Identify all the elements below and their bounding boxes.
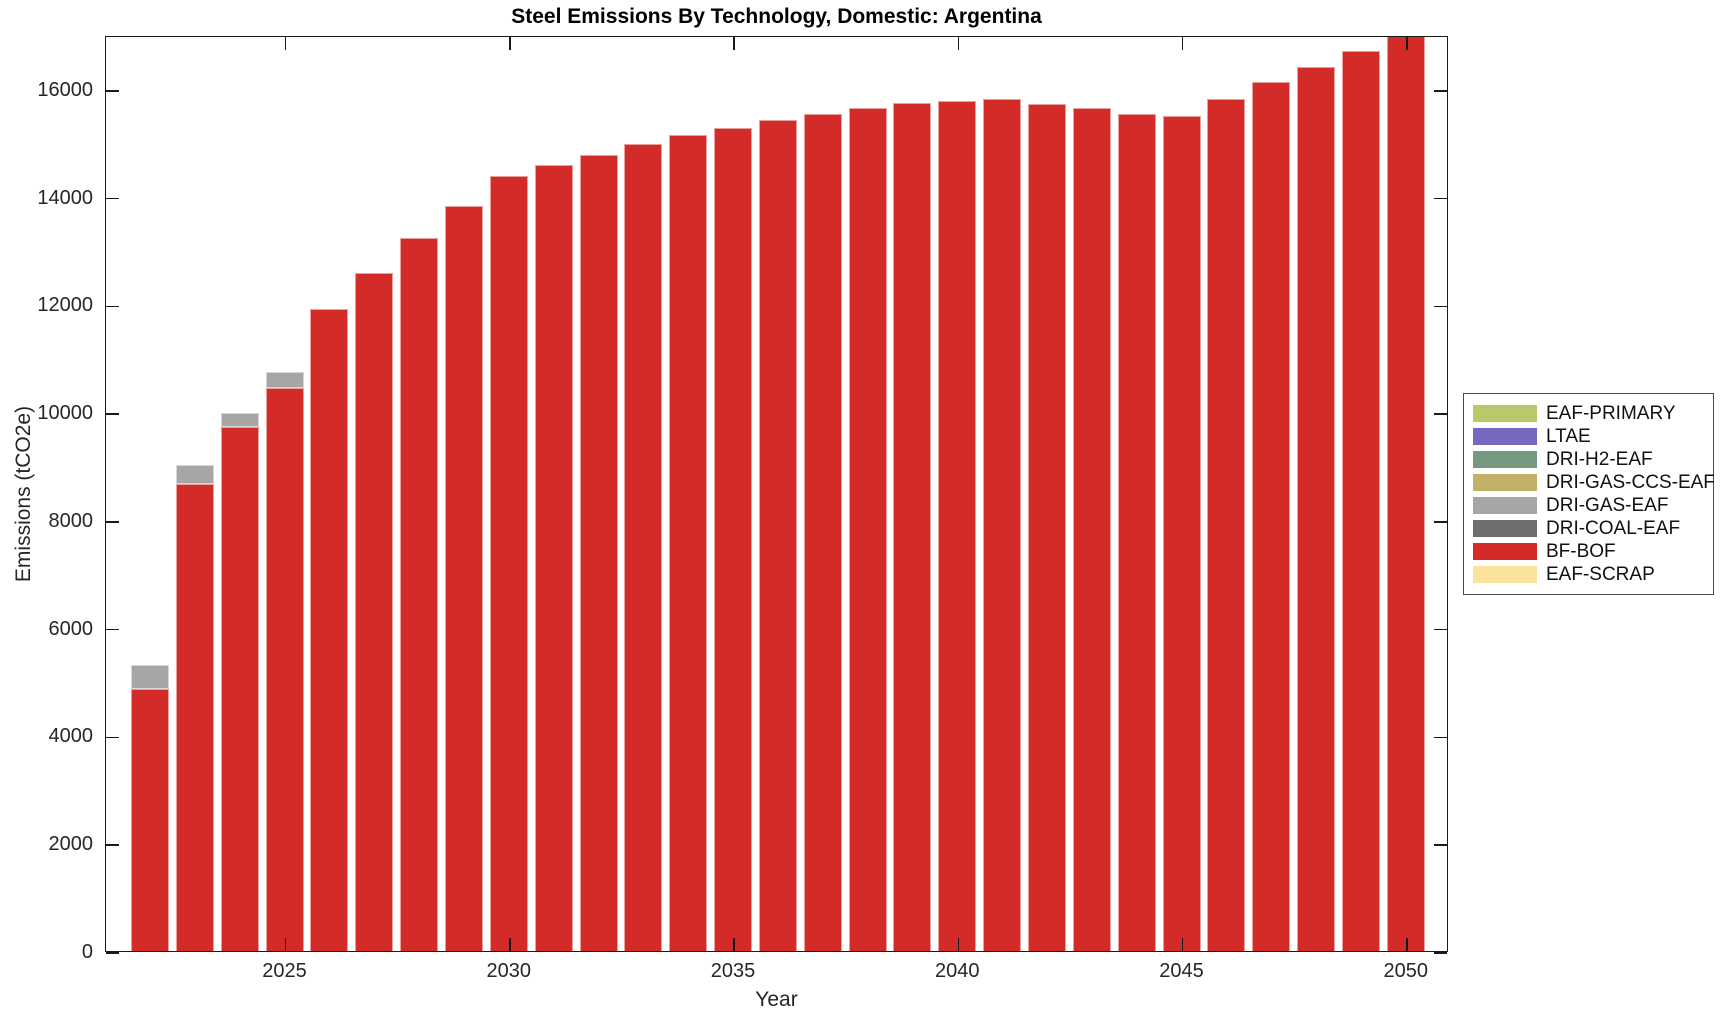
bar-segment-2039-BF-BOF [893, 103, 932, 952]
legend: EAF-PRIMARY LTAE DRI-H2-EAF DRI-GAS-CCS-EAF… [1463, 393, 1715, 595]
bar-segment-2042-BF-BOF [1028, 104, 1066, 952]
x-tick-label: 2030 [486, 960, 532, 982]
bar-segment-2050-BF-BOF [1386, 36, 1425, 952]
x-tick-label: 2050 [1383, 960, 1429, 982]
y-tick-label: 12000 [37, 294, 93, 317]
legend-swatch-DRI-GAS-EAF [1473, 497, 1537, 514]
bar-segment-2025-BF-BOF [265, 388, 304, 952]
bar-segment-2038-BF-BOF [848, 108, 887, 952]
x-tick-label: 2045 [1159, 960, 1204, 982]
legend-item-BF-BOF: BF-BOF [1473, 540, 1709, 563]
legend-swatch-LTAE [1473, 428, 1537, 445]
y-tick-label: 10000 [37, 402, 93, 425]
legend-swatch-BF-BOF [1473, 543, 1537, 560]
y-tick-label: 8000 [48, 509, 94, 532]
x-tick-label: 2040 [935, 960, 980, 982]
y-tick-label: 14000 [37, 186, 93, 209]
legend-label: LTAE [1546, 425, 1591, 447]
bar-segment-2024-DRI-GAS-EAF [220, 413, 259, 427]
bar-segment-2030-BF-BOF [489, 176, 528, 952]
y-tick-label: 2000 [48, 833, 94, 856]
x-tick-label: 2025 [262, 960, 307, 982]
y-tick-label: 16000 [37, 78, 93, 101]
legend-item-DRI-COAL-EAF: DRI-COAL-EAF [1473, 517, 1709, 540]
bar-segment-2032-BF-BOF [579, 155, 618, 952]
bar-segment-2022-DRI-GAS-EAF [131, 665, 169, 689]
bar-segment-2024-BF-BOF [220, 427, 259, 952]
bar-segment-2023-BF-BOF [175, 484, 214, 952]
bar-segment-2026-BF-BOF [310, 309, 349, 952]
bar-segment-2049-BF-BOF [1341, 51, 1380, 952]
legend-label: DRI-COAL-EAF [1546, 517, 1681, 539]
x-axis-label: Year [755, 988, 798, 1011]
y-axis-label: Emissions (tCO2e) [12, 405, 35, 583]
bar-segment-2046-BF-BOF [1207, 99, 1246, 952]
bar-segment-2023-DRI-GAS-EAF [175, 465, 214, 484]
y-tick-mark [106, 952, 119, 954]
bar-segment-2022-BF-BOF [131, 689, 169, 952]
bar-segment-2043-BF-BOF [1072, 108, 1111, 952]
legend-label: BF-BOF [1546, 540, 1616, 562]
legend-swatch-EAF-SCRAP [1473, 566, 1537, 583]
bar-segment-2045-BF-BOF [1162, 116, 1201, 952]
bar-segment-2031-BF-BOF [534, 165, 573, 952]
legend-label: EAF-PRIMARY [1546, 402, 1676, 424]
chart-title: Steel Emissions By Technology, Domestic:… [511, 5, 1042, 28]
bar-segment-2036-BF-BOF [758, 120, 797, 952]
x-tick-label: 2035 [710, 960, 756, 982]
legend-swatch-DRI-H2-EAF [1473, 451, 1537, 468]
bar-segment-2044-BF-BOF [1117, 114, 1156, 952]
bar-segment-2035-BF-BOF [714, 128, 753, 952]
legend-swatch-DRI-COAL-EAF [1473, 520, 1537, 537]
legend-item-DRI-H2-EAF: DRI-H2-EAF [1473, 448, 1709, 471]
legend-item-EAF-SCRAP: EAF-SCRAP [1473, 563, 1709, 586]
bar-segment-2041-BF-BOF [983, 99, 1022, 952]
bar-segment-2033-BF-BOF [624, 144, 663, 952]
y-tick-mark [1434, 952, 1447, 954]
bar-segment-2027-BF-BOF [355, 273, 394, 952]
legend-item-DRI-GAS-CCS-EAF: DRI-GAS-CCS-EAF [1473, 471, 1715, 494]
y-tick-label: 6000 [48, 617, 94, 640]
bar-segment-2025-DRI-GAS-EAF [265, 372, 304, 388]
legend-item-EAF-PRIMARY: EAF-PRIMARY [1473, 402, 1709, 425]
legend-label: DRI-GAS-CCS-EAF [1546, 471, 1715, 493]
legend-item-LTAE: LTAE [1473, 425, 1709, 448]
bar-segment-2037-BF-BOF [803, 114, 842, 952]
legend-label: DRI-H2-EAF [1546, 448, 1653, 470]
y-tick-label: 0 [81, 941, 93, 963]
bar-segment-2040-BF-BOF [938, 101, 977, 952]
y-tick-label: 4000 [48, 725, 94, 748]
bar-segment-2029-BF-BOF [444, 206, 483, 952]
bar-segment-2034-BF-BOF [669, 135, 708, 952]
plot-area [105, 36, 1448, 952]
bar-segment-2047-BF-BOF [1252, 82, 1291, 952]
legend-label: DRI-GAS-EAF [1546, 494, 1669, 516]
legend-label: EAF-SCRAP [1546, 563, 1655, 585]
legend-item-DRI-GAS-EAF: DRI-GAS-EAF [1473, 494, 1709, 517]
legend-swatch-EAF-PRIMARY [1473, 405, 1537, 422]
legend-swatch-DRI-GAS-CCS-EAF [1473, 474, 1537, 491]
bar-segment-2028-BF-BOF [400, 238, 439, 952]
bar-segment-2048-BF-BOF [1297, 67, 1336, 952]
